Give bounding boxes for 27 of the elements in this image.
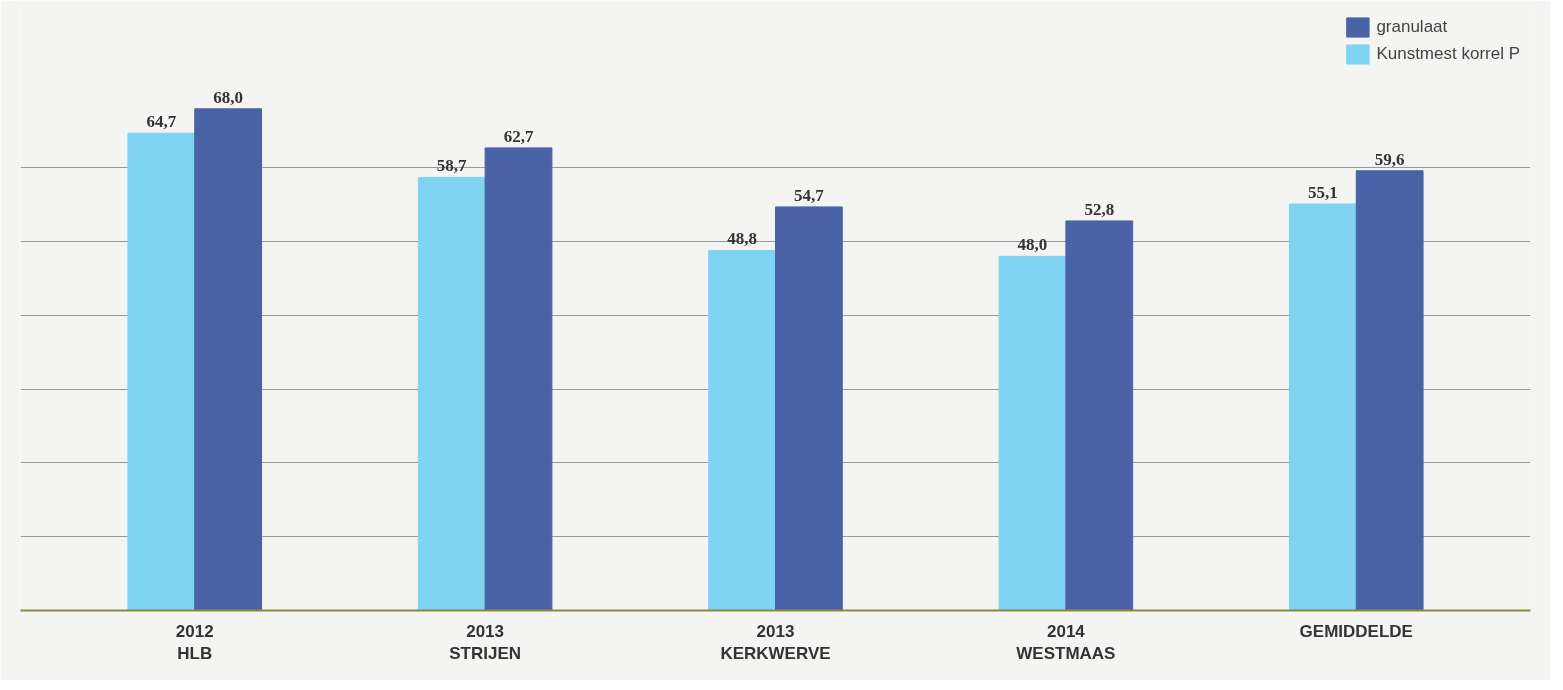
data-label: 48,0 [1017,235,1048,255]
legend-label: Kunstmest korrel P [1376,44,1520,64]
x-tick-label: GEMIDDELDE [1299,621,1413,641]
data-label: 58,7 [436,156,468,176]
bar [127,132,196,611]
x-tick-label: 2012 HLB [175,621,214,664]
bar [708,249,776,611]
bar [1288,203,1357,611]
bar [484,147,553,611]
bar [194,108,263,611]
data-label: 64,7 [146,112,177,132]
data-label: 68,0 [213,87,243,107]
data-label: 62,7 [503,126,534,146]
x-tick-label: 2013 STRIJEN [449,621,522,664]
bar [417,176,486,611]
bar [775,206,843,611]
data-label: 55,1 [1308,182,1338,202]
bar [1065,220,1134,611]
bar [1355,170,1424,611]
data-label: 59,6 [1374,149,1405,169]
bar [998,255,1067,611]
data-label: 52,8 [1084,199,1115,219]
x-tick-label: 2013 KERKWERVE [720,621,831,664]
data-label: 48,8 [727,229,757,249]
legend-label: granulaat [1376,17,1448,37]
data-label: 54,7 [794,185,825,205]
x-tick-label: 2014 WESTMAAS [1016,621,1116,664]
